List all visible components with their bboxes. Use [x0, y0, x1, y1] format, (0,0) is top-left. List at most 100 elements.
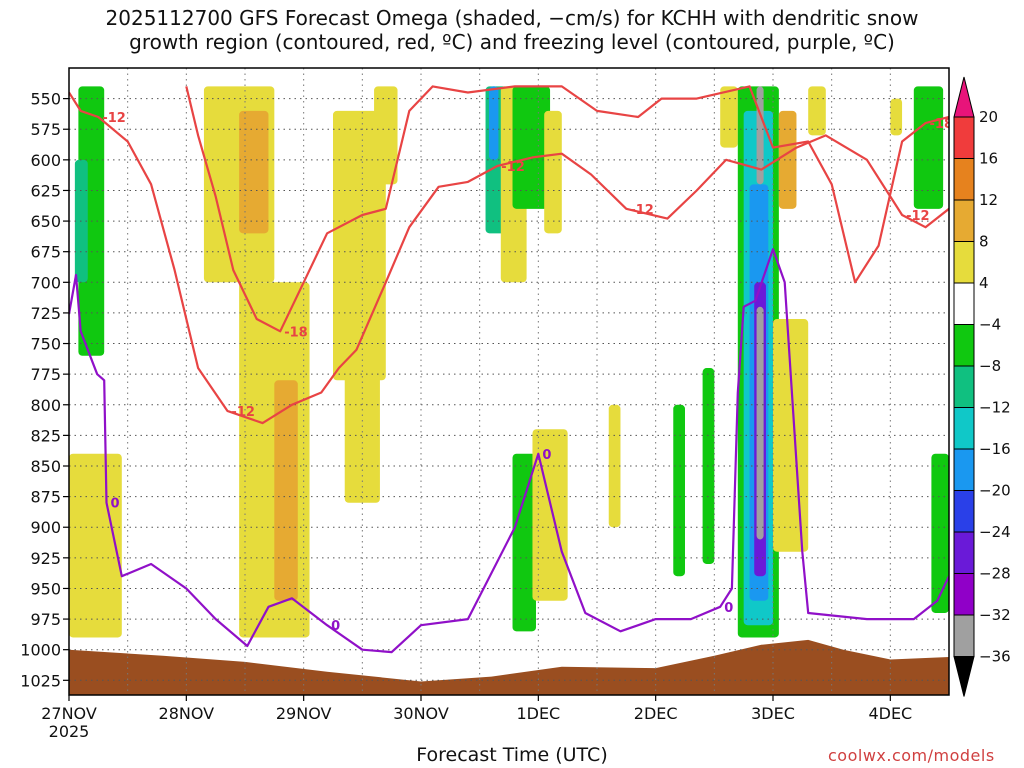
colorbar-label-11: −28: [979, 565, 1011, 583]
y-tick-label-700: 700: [30, 273, 61, 292]
y-tick-label-900: 900: [30, 518, 61, 537]
y-tick-label-1000: 1000: [20, 641, 61, 660]
y-tick-label-725: 725: [30, 304, 61, 323]
colorbar-box-7: [953, 365, 975, 408]
omega-region-32: [931, 453, 949, 613]
colorbar-label-4: 4: [979, 274, 989, 292]
y-tick-label-575: 575: [30, 120, 61, 139]
omega-region-13: [512, 86, 551, 209]
colorbar-label-12: −32: [979, 606, 1011, 624]
y-tick-label-925: 925: [30, 549, 61, 568]
omega-region-16: [544, 110, 562, 234]
omega-region-20: [720, 86, 738, 148]
colorbar-box-10: [953, 241, 975, 284]
colorbar-label-3: 8: [979, 233, 989, 251]
dgz-cold-contour-label-1: -18: [930, 117, 954, 132]
dgz-cold-contour-label-0: -18: [284, 325, 308, 340]
colorbar-box-3: [953, 531, 975, 574]
terrain-fill: [69, 639, 949, 695]
colorbar-box-11: [953, 199, 975, 242]
colorbar-box-9: [953, 282, 975, 325]
y-tick-label-600: 600: [30, 151, 61, 170]
colorbar-label-1: 16: [979, 150, 998, 168]
omega-region-4: [239, 110, 269, 234]
colorbar-label-0: 20: [979, 108, 998, 126]
y-tick-label-800: 800: [30, 396, 61, 415]
colorbar-label-5: −4: [979, 316, 1001, 334]
grid-lines: [69, 68, 949, 695]
omega-region-29: [808, 86, 826, 136]
omega-region-9: [374, 86, 398, 185]
colorbar-label-13: −36: [979, 648, 1011, 666]
freezing-level-contour-label-2: 0: [542, 448, 551, 463]
colorbar: 20 16 12 8 4 −4 −8 −12 −16 −20 −24 −28 −32 −36: [953, 76, 1011, 697]
y-tick-label-550: 550: [30, 90, 61, 109]
omega-region-26: [756, 306, 764, 540]
x-tick-label-5: 2DEC: [634, 704, 678, 723]
y-tick-label-950: 950: [30, 579, 61, 598]
y-tick-label-775: 775: [30, 365, 61, 384]
freezing-level-contour-label-1: 0: [331, 619, 340, 634]
y-tick-label-850: 850: [30, 457, 61, 476]
freezing-level-contour-label-0: 0: [111, 497, 120, 512]
freezing-level-contour: [69, 248, 949, 654]
dgz-warm-contour-label-0: -12: [102, 111, 126, 126]
credit-text: coolwx.com/models: [828, 746, 995, 765]
x-tick-sublabel-0: 2025: [49, 722, 90, 741]
x-tick-label-7: 4DEC: [868, 704, 912, 723]
colorbar-top-arrow: [953, 76, 975, 118]
y-tick-label-1025: 1025: [20, 671, 61, 690]
x-tick-label-6: 3DEC: [751, 704, 795, 723]
colorbar-label-6: −8: [979, 357, 1001, 375]
omega-region-27: [778, 110, 797, 209]
colorbar-label-8: −16: [979, 440, 1011, 458]
x-tick-label-0: 27NOV: [41, 704, 97, 723]
contour-lines: -12 -12 -12 -12 -12 -18 -18 0 0 0 0: [69, 85, 954, 654]
omega-region-30: [913, 86, 944, 209]
dgz-warm-contour-label-4: -12: [906, 209, 930, 224]
omega-region-18: [673, 404, 685, 577]
colorbar-box-1: [953, 614, 975, 657]
x-tick-label-1: 28NOV: [159, 704, 215, 723]
y-tick-label-825: 825: [30, 426, 61, 445]
colorbar-box-4: [953, 490, 975, 533]
y-tick-label-650: 650: [30, 212, 61, 231]
colorbar-label-10: −24: [979, 523, 1011, 541]
x-tick-label-2: 29NOV: [276, 704, 332, 723]
dgz-warm-contour: [69, 91, 949, 425]
dgz-warm-contour-label-3: -12: [630, 203, 654, 218]
omega-region-11: [489, 86, 499, 160]
omega-region-6: [274, 380, 298, 601]
y-tick-label-675: 675: [30, 243, 61, 262]
colorbar-box-12: [953, 158, 975, 201]
x-axis-label: Forecast Time (UTC): [416, 744, 608, 766]
terrain-surface: [69, 639, 949, 695]
chart-title: 2025112700 GFS Forecast Omega (shaded, −…: [0, 6, 1024, 54]
colorbar-label-2: 12: [979, 191, 998, 209]
omega-region-8: [344, 355, 380, 503]
y-tick-label-625: 625: [30, 181, 61, 200]
chart-title-line-2: growth region (contoured, red, ºC) and f…: [129, 30, 895, 54]
colorbar-box-5: [953, 448, 975, 491]
x-tick-label-3: 30NOV: [393, 704, 449, 723]
x-tick-label-4: 1DEC: [516, 704, 560, 723]
colorbar-box-8: [953, 324, 975, 367]
y-tick-label-750: 750: [30, 335, 61, 354]
colorbar-box-6: [953, 407, 975, 450]
omega-region-2: [69, 453, 122, 638]
colorbar-box-13: [953, 116, 975, 159]
omega-region-14: [512, 453, 536, 632]
colorbar-box-2: [953, 573, 975, 616]
omega-region-31: [890, 98, 903, 136]
chart-title-line-1: 2025112700 GFS Forecast Omega (shaded, −…: [105, 6, 919, 30]
dgz-warm-contour-label-2: -12: [501, 160, 525, 175]
y-tick-label-975: 975: [30, 610, 61, 629]
freezing-level-contour-label-3: 0: [724, 601, 733, 616]
y-tick-label-875: 875: [30, 488, 61, 507]
colorbar-bottom-arrow: [953, 656, 975, 697]
plot-frame: [68, 67, 950, 696]
y-axis-ticks: 550 575 600 625 650 675 700 725 750 775 800 825 850 8…: [20, 90, 69, 690]
colorbar-label-7: −12: [979, 399, 1011, 417]
